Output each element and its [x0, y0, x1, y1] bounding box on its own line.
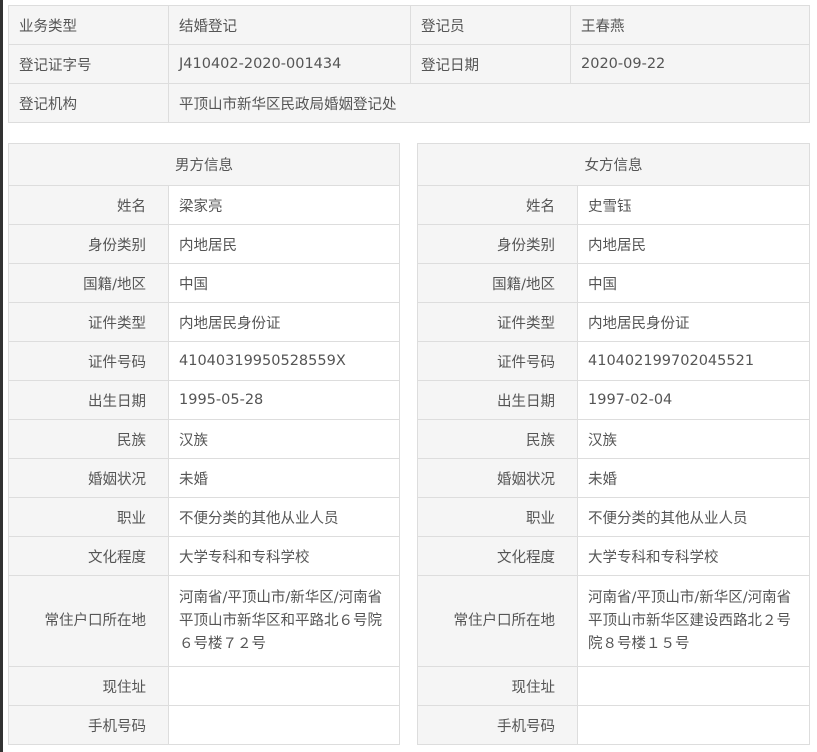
table-row: 姓名 梁家亮 — [8, 185, 400, 225]
field-value: 汉族 — [168, 419, 400, 459]
field-label: 常住户口所在地 — [417, 575, 578, 667]
field-value: 内地居民 — [577, 224, 810, 264]
reg-date-value: 2020-09-22 — [570, 44, 810, 84]
table-row: 民族 汉族 — [417, 419, 810, 459]
table-row: 现住址 — [8, 666, 400, 706]
table-row: 婚姻状况 未婚 — [417, 458, 810, 498]
field-label: 民族 — [417, 419, 578, 459]
field-value: 中国 — [577, 263, 810, 303]
field-label: 常住户口所在地 — [8, 575, 169, 667]
registration-summary-table: 业务类型 结婚登记 登记员 王春燕 登记证字号 J410402-2020-001… — [8, 5, 810, 123]
field-label: 现住址 — [8, 666, 169, 706]
table-row: 民族 汉族 — [8, 419, 400, 459]
male-info-title: 男方信息 — [8, 143, 400, 186]
table-row: 现住址 — [417, 666, 810, 706]
office-value: 平顶山市新华区民政局婚姻登记处 — [168, 83, 810, 123]
business-type-value: 结婚登记 — [168, 5, 411, 45]
table-row: 文化程度 大学专科和专科学校 — [8, 536, 400, 576]
table-row: 常住户口所在地 河南省/平顶山市/新华区/河南省平顶山市新华区建设西路北２号院８号… — [417, 575, 810, 667]
field-value: 41040319950528559X — [168, 341, 400, 381]
table-row: 职业 不便分类的其他从业人员 — [8, 497, 400, 537]
table-row: 身份类别 内地居民 — [417, 224, 810, 264]
field-value: 1997-02-04 — [577, 380, 810, 420]
field-label: 证件类型 — [8, 302, 169, 342]
table-row: 登记证字号 J410402-2020-001434 登记日期 2020-09-2… — [8, 44, 810, 84]
field-value: 不便分类的其他从业人员 — [577, 497, 810, 537]
table-row: 身份类别 内地居民 — [8, 224, 400, 264]
table-row: 常住户口所在地 河南省/平顶山市/新华区/河南省平顶山市新华区和平路北６号院６号楼… — [8, 575, 400, 667]
field-value — [577, 666, 810, 706]
window-edge — [0, 0, 3, 752]
field-label: 婚姻状况 — [8, 458, 169, 498]
field-value: 410402199702045521 — [577, 341, 810, 381]
field-label: 现住址 — [417, 666, 578, 706]
table-row: 证件类型 内地居民身份证 — [417, 302, 810, 342]
field-value — [168, 666, 400, 706]
field-label: 职业 — [8, 497, 169, 537]
female-info-table: 女方信息 姓名 史雪钰 身份类别 内地居民 国籍/地区 中国 证件类型 内地居民身份证 证件号码 4… — [417, 143, 810, 745]
table-row: 业务类型 结婚登记 登记员 王春燕 — [8, 5, 810, 45]
table-row: 手机号码 — [8, 705, 400, 745]
field-label: 婚姻状况 — [417, 458, 578, 498]
field-value — [577, 705, 810, 745]
registrar-value: 王春燕 — [570, 5, 810, 45]
cert-no-label: 登记证字号 — [8, 44, 169, 84]
table-row: 出生日期 1997-02-04 — [417, 380, 810, 420]
field-label: 身份类别 — [8, 224, 169, 264]
field-value: 河南省/平顶山市/新华区/河南省平顶山市新华区和平路北６号院６号楼７２号 — [168, 575, 400, 667]
field-label: 证件号码 — [417, 341, 578, 381]
field-value: 未婚 — [577, 458, 810, 498]
field-value: 汉族 — [577, 419, 810, 459]
field-label: 职业 — [417, 497, 578, 537]
table-row: 证件号码 410402199702045521 — [417, 341, 810, 381]
table-row: 婚姻状况 未婚 — [8, 458, 400, 498]
field-label: 国籍/地区 — [417, 263, 578, 303]
field-label: 手机号码 — [417, 705, 578, 745]
field-value: 梁家亮 — [168, 185, 400, 225]
office-label: 登记机构 — [8, 83, 169, 123]
table-row: 证件号码 41040319950528559X — [8, 341, 400, 381]
field-value: 内地居民身份证 — [168, 302, 400, 342]
field-value: 河南省/平顶山市/新华区/河南省平顶山市新华区建设西路北２号院８号楼１５号 — [577, 575, 810, 667]
field-label: 身份类别 — [417, 224, 578, 264]
field-value: 大学专科和专科学校 — [577, 536, 810, 576]
field-label: 民族 — [8, 419, 169, 459]
cert-no-value: J410402-2020-001434 — [168, 44, 411, 84]
field-value: 大学专科和专科学校 — [168, 536, 400, 576]
table-row: 姓名 史雪钰 — [417, 185, 810, 225]
reg-date-label: 登记日期 — [410, 44, 571, 84]
field-label: 出生日期 — [417, 380, 578, 420]
field-label: 姓名 — [417, 185, 578, 225]
registrar-label: 登记员 — [410, 5, 571, 45]
field-value: 内地居民 — [168, 224, 400, 264]
table-row: 文化程度 大学专科和专科学校 — [417, 536, 810, 576]
field-label: 手机号码 — [8, 705, 169, 745]
field-label: 文化程度 — [417, 536, 578, 576]
table-row: 登记机构 平顶山市新华区民政局婚姻登记处 — [8, 83, 810, 123]
field-value: 不便分类的其他从业人员 — [168, 497, 400, 537]
table-row: 手机号码 — [417, 705, 810, 745]
table-row: 国籍/地区 中国 — [8, 263, 400, 303]
field-value: 中国 — [168, 263, 400, 303]
male-info-table: 男方信息 姓名 梁家亮 身份类别 内地居民 国籍/地区 中国 证件类型 内地居民身份证 证件号码 4… — [8, 143, 400, 745]
table-row: 职业 不便分类的其他从业人员 — [417, 497, 810, 537]
field-label: 证件类型 — [417, 302, 578, 342]
table-row: 国籍/地区 中国 — [417, 263, 810, 303]
field-label: 姓名 — [8, 185, 169, 225]
field-value: 内地居民身份证 — [577, 302, 810, 342]
field-label: 国籍/地区 — [8, 263, 169, 303]
field-label: 证件号码 — [8, 341, 169, 381]
field-value: 1995-05-28 — [168, 380, 400, 420]
field-label: 文化程度 — [8, 536, 169, 576]
field-value — [168, 705, 400, 745]
field-label: 出生日期 — [8, 380, 169, 420]
female-info-title: 女方信息 — [417, 143, 810, 186]
business-type-label: 业务类型 — [8, 5, 169, 45]
field-value: 未婚 — [168, 458, 400, 498]
field-value: 史雪钰 — [577, 185, 810, 225]
table-row: 出生日期 1995-05-28 — [8, 380, 400, 420]
table-row: 证件类型 内地居民身份证 — [8, 302, 400, 342]
